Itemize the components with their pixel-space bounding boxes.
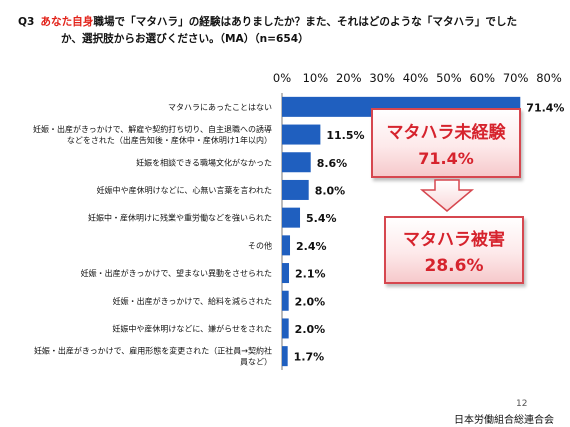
bar [282, 318, 289, 339]
bar [282, 263, 290, 284]
category-label: 妊娠・出産がきっかけで、雇用形態を変更された（正社員→契約社 [34, 346, 272, 356]
data-label: 8.0% [315, 184, 346, 197]
data-label: 2.4% [296, 240, 327, 253]
bar [282, 207, 301, 228]
bar [282, 179, 309, 200]
bar [282, 290, 289, 311]
x-tick-label: 50% [436, 71, 462, 85]
category-label: 妊娠を相談できる職場文化がなかった [136, 157, 272, 167]
x-tick-label: 20% [336, 71, 362, 85]
category-label: などをされた（出産告知後・産休中・産休明け1年以内） [67, 135, 272, 145]
question-highlight: あなた自身 [40, 16, 94, 28]
category-label: 妊娠・出産がきっかけで、給料を減らされた [113, 296, 272, 306]
harassment-callout: マタハラ被害 28.6% [384, 216, 524, 284]
organization-name: 日本労働組合総連合会 [454, 415, 554, 426]
data-label: 2.1% [295, 268, 326, 281]
no-harassment-label: マタハラ未経験 [386, 123, 506, 143]
x-tick-label: 0% [273, 71, 291, 85]
bar [282, 235, 291, 256]
x-tick-label: 60% [469, 71, 495, 85]
category-label: 員など） [240, 358, 272, 367]
no-harassment-callout: マタハラ未経験 71.4% [371, 108, 521, 178]
data-label: 1.7% [294, 351, 325, 364]
question-number: Q3 [18, 16, 35, 28]
category-label: 妊娠中や産休明けなどに、嫌がらせをされた [112, 323, 272, 333]
data-label: 11.5% [326, 129, 364, 142]
data-label: 2.0% [295, 295, 326, 308]
category-label: 妊娠中や産休明けなどに、心無い言葉を言われた [97, 185, 272, 195]
question-text-line2: か、選択肢からお選びください。（MA）（n=654） [61, 33, 309, 45]
data-label: 2.0% [295, 323, 326, 336]
category-label: マタハラにあったことはない [168, 103, 272, 112]
harassment-label: マタハラ被害 [403, 230, 505, 250]
x-tick-label: 10% [303, 71, 329, 85]
category-label: その他 [248, 240, 272, 250]
bar [282, 152, 311, 173]
bar [282, 124, 321, 145]
data-label: 71.4% [526, 101, 564, 114]
category-label: 妊娠・出産がきっかけで、解雇や契約打ち切り、自主退職への誘導 [33, 124, 272, 134]
question-text-line1: 職場で「マタハラ」の経験はありましたか？また、それはどのような「マタハラ」でした [93, 16, 518, 28]
bar [282, 346, 288, 367]
question-title: Q3 あなた自身職場で「マタハラ」の経験はありましたか？また、それはどのような「マ… [18, 14, 558, 48]
x-tick-label: 70% [503, 71, 529, 85]
no-harassment-value: 71.4% [418, 149, 474, 168]
harassment-value: 28.6% [424, 256, 484, 276]
data-label: 5.4% [306, 212, 337, 225]
x-tick-label: 30% [369, 71, 395, 85]
category-label: 妊娠・出産がきっかけで、望まない異動をさせられた [81, 268, 272, 278]
page-number: 12 [516, 399, 528, 409]
data-label: 8.6% [317, 157, 348, 170]
x-tick-label: 80% [536, 71, 562, 85]
x-tick-label: 40% [403, 71, 429, 85]
category-label: 妊娠中・産休明けに残業や重労働などを強いられた [88, 213, 272, 223]
